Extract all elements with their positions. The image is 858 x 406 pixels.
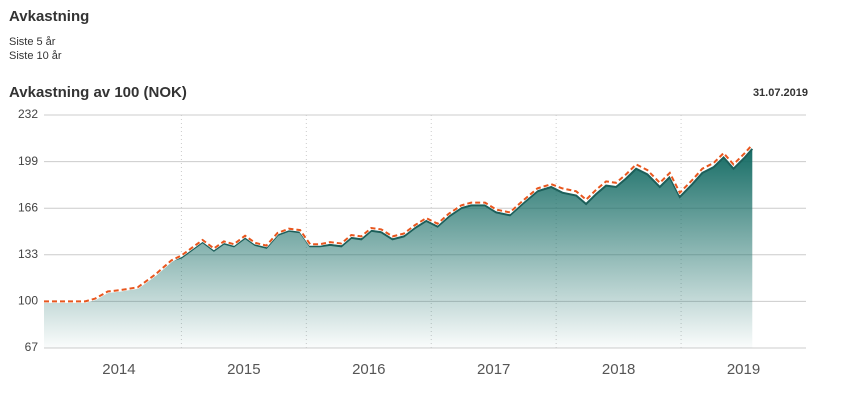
y-tick-label: 199 [18,154,38,168]
x-tick-label: 2017 [477,361,510,378]
x-tick-label: 2019 [727,361,760,378]
y-tick-label: 232 [18,107,38,121]
line [44,148,754,303]
line [44,144,754,303]
x-tick-label: 2015 [227,361,260,378]
x-tick-label: 2018 [602,361,635,378]
chart-title: Avkastning av 100 (NOK) [9,84,187,101]
y-tick-label: 133 [18,247,38,261]
x-tick-label: 2016 [352,361,385,378]
period-link[interactable]: Siste 10 år [9,50,62,62]
y-tick-label: 67 [25,340,39,354]
y-tick-label: 100 [18,294,38,308]
chart-date: 31.07.2019 [753,87,808,99]
period-link[interactable]: Siste 5 år [9,36,56,48]
y-tick-label: 166 [18,200,38,214]
area-fill [44,148,753,348]
page-title: Avkastning [9,8,89,25]
x-tick-label: 2014 [102,361,135,378]
